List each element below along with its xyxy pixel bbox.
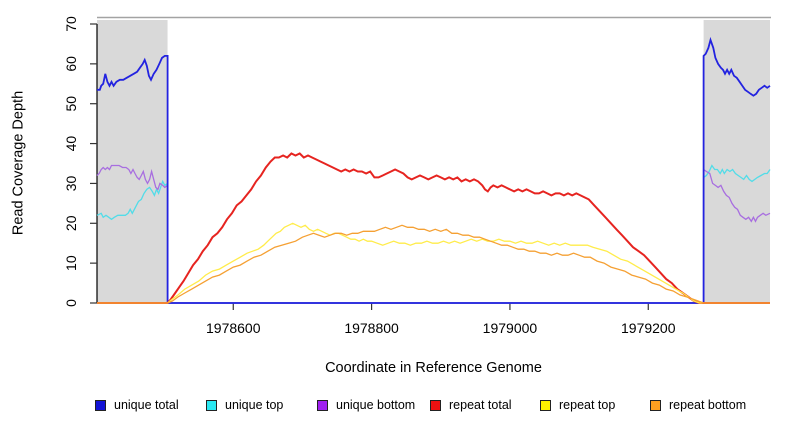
legend-swatch-repeat-top (540, 399, 551, 411)
y-axis-tick-label: 20 (63, 215, 79, 231)
series-line-unique-top (96, 164, 771, 304)
legend-label-repeat-top: repeat top (559, 398, 616, 412)
legend-swatch-repeat-total (430, 399, 441, 411)
legend: unique total unique top unique bottom re… (0, 397, 792, 415)
y-axis-tick-label: 10 (63, 255, 79, 271)
y-axis-title: Read Coverage Depth (10, 90, 27, 236)
legend-item-repeat-total: repeat total (430, 397, 512, 413)
shaded-flank-region (703, 20, 770, 303)
y-axis-tick-label: 60 (63, 56, 79, 72)
legend-swatch-unique-bottom (317, 399, 328, 411)
y-axis-tick-label: 30 (63, 175, 79, 191)
series-line-repeat-total (97, 152, 770, 304)
legend-label-repeat-bottom: repeat bottom (669, 398, 747, 412)
y-axis-tick-label: 0 (63, 299, 79, 307)
y-axis-tick-label: 50 (63, 96, 79, 112)
x-axis-tick-label: 1978600 (206, 320, 261, 336)
legend-swatch-unique-total (95, 399, 106, 411)
shaded-flank-regions (97, 20, 770, 303)
x-axis-title: Coordinate in Reference Genome (325, 360, 542, 376)
x-axis-tick-label: 1978800 (344, 320, 399, 336)
legend-item-repeat-top: repeat top (540, 397, 615, 413)
legend-label-unique-top: unique top (225, 398, 284, 412)
legend-item-unique-top: unique top (206, 397, 283, 413)
series-line-unique-total (97, 36, 771, 304)
legend-item-unique-bottom: unique bottom (317, 397, 415, 413)
y-axis-tick-label: 70 (63, 16, 79, 32)
legend-label-repeat-total: repeat total (449, 398, 512, 412)
series-line-repeat-top (97, 222, 770, 304)
legend-item-unique-total: unique total (95, 397, 179, 413)
legend-swatch-repeat-bottom (650, 399, 661, 411)
series-line-repeat-bottom (97, 224, 770, 304)
series-lines (96, 36, 771, 304)
x-axis: 1978600 1978800 1979000 1979200 (97, 302, 770, 336)
shaded-flank-region (97, 20, 168, 303)
legend-swatch-unique-top (206, 399, 217, 411)
x-axis-tick-label: 1979000 (483, 320, 538, 336)
legend-item-repeat-bottom: repeat bottom (650, 397, 746, 413)
x-axis-tick-label: 1979200 (621, 320, 676, 336)
y-axis-tick-label: 40 (63, 136, 79, 152)
y-axis: 0 10 20 30 40 50 60 70 (63, 16, 98, 307)
legend-label-unique-total: unique total (114, 398, 179, 412)
legend-label-unique-bottom: unique bottom (336, 398, 416, 412)
series-line-unique-bottom (96, 164, 771, 304)
